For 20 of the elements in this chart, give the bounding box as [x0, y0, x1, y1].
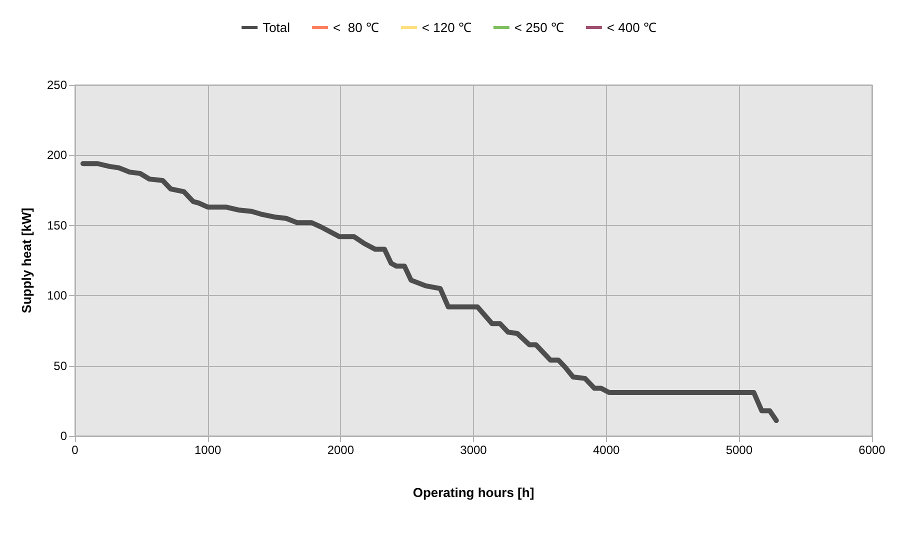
x-tick-label: 3000 [460, 443, 488, 457]
y-tick-label: 100 [46, 288, 68, 303]
y-tick-label: 150 [46, 218, 68, 232]
legend-label: < 120 ℃ [422, 20, 472, 35]
x-tick-label: 5000 [726, 443, 753, 457]
x-tick-label: 2000 [327, 443, 354, 457]
y-axis-title: Supply heat [kW] [19, 208, 34, 314]
y-tick-label: 200 [46, 148, 68, 162]
x-tick-label: 4000 [592, 443, 620, 457]
x-tick-label: 1000 [194, 443, 222, 457]
x-axis-title: Operating hours [h] [412, 485, 534, 500]
y-tick-label: 0 [60, 429, 68, 443]
x-tick-label: 0 [72, 443, 79, 457]
legend-label: Total [262, 20, 290, 35]
legend-label: < 80 ℃ [333, 20, 379, 35]
x-tick-label: 6000 [858, 443, 886, 457]
legend-label: < 250 ℃ [514, 20, 564, 35]
y-tick-label: 50 [54, 358, 68, 373]
legend-label: < 400 ℃ [606, 20, 656, 35]
y-tick-label: 250 [46, 78, 68, 92]
